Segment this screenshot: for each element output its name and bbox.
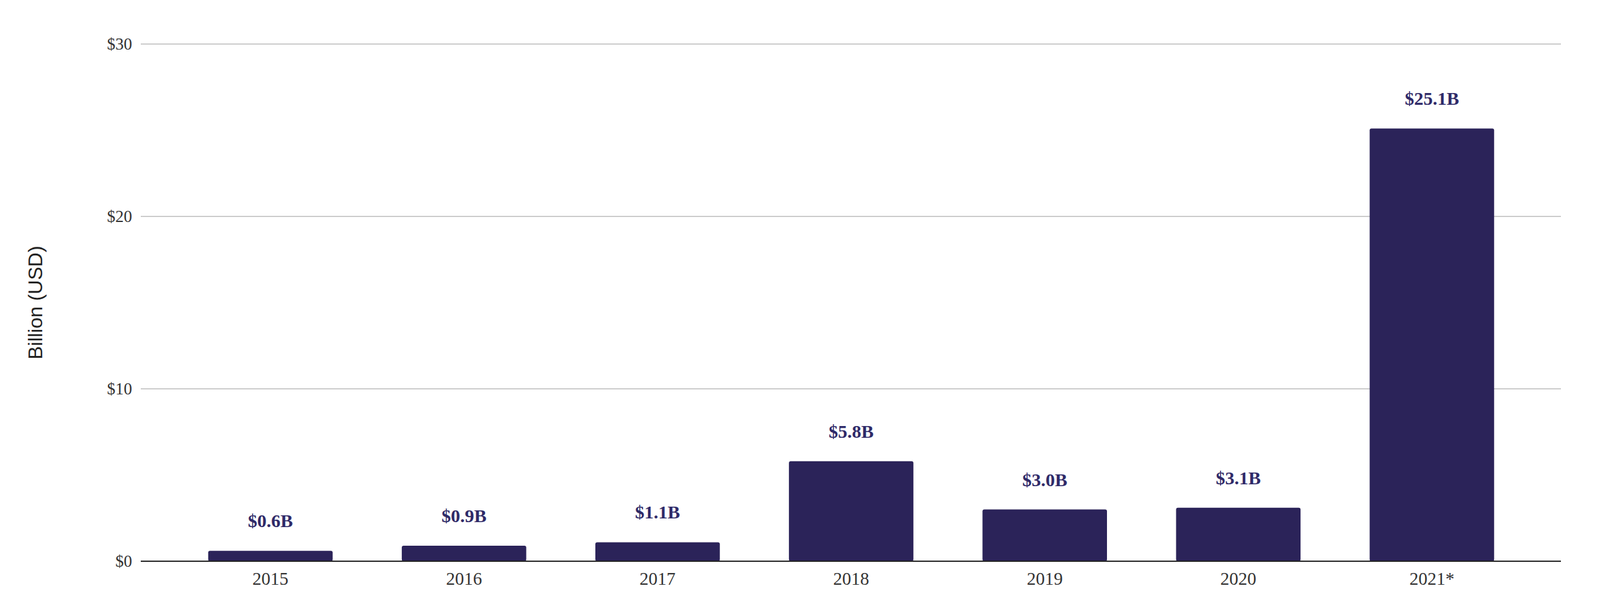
grid-line <box>140 43 1561 45</box>
bar <box>788 461 914 562</box>
y-axis-title: Billion (USD) <box>24 245 47 360</box>
chart: $0 $10 $20 $30 Billion (USD) 2015 2016 2017 2018… <box>0 0 1600 604</box>
data-label: $0.6B <box>248 510 294 531</box>
data-label: $5.8B <box>828 421 874 442</box>
data-label: $1.1B <box>635 501 681 523</box>
bars <box>208 128 1495 562</box>
bar <box>401 545 527 562</box>
data-label: $0.9B <box>441 505 487 526</box>
grid-line <box>140 388 1561 390</box>
y-tick-label: $30 <box>107 34 133 54</box>
x-tick-label: 2021* <box>1409 568 1455 589</box>
y-tick-label: $10 <box>107 379 133 399</box>
data-label: $3.0B <box>1022 469 1068 490</box>
bar <box>982 509 1107 562</box>
x-tick-label: 2017 <box>639 568 676 589</box>
x-tick-label: 2019 <box>1026 568 1063 589</box>
x-tick-label: 2015 <box>252 568 289 589</box>
bar <box>1369 128 1495 562</box>
x-tick-label: 2018 <box>833 568 870 589</box>
grid-line <box>140 215 1561 218</box>
x-tick-label: 2016 <box>445 568 482 589</box>
data-label: $25.1B <box>1404 88 1460 109</box>
bar <box>208 550 334 562</box>
x-tick-label: 2020 <box>1220 568 1257 589</box>
grid <box>140 44 1561 562</box>
y-tick-label: $20 <box>107 207 133 226</box>
grid-line <box>140 560 1561 562</box>
y-tick-label: $0 <box>115 551 133 571</box>
data-label: $3.1B <box>1216 467 1262 489</box>
bar <box>595 542 720 562</box>
x-axis-line <box>140 560 1561 562</box>
bar <box>1175 507 1301 562</box>
